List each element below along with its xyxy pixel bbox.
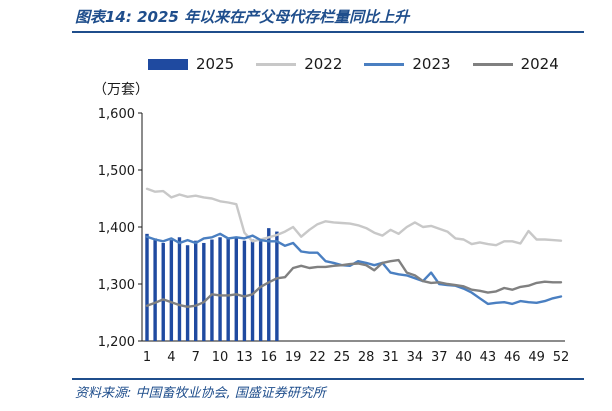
- y-tick-label-1400: 1,400: [98, 221, 135, 236]
- legend-swatch-2023: [364, 62, 405, 66]
- bar-2025-week-12: [234, 236, 238, 341]
- legend-item-2025: 2025: [148, 55, 234, 73]
- bar-2025-week-7: [194, 240, 198, 341]
- x-tick-label-10: 10: [212, 350, 229, 365]
- legend-label-2022: 2022: [304, 55, 343, 73]
- source-rule: [72, 378, 584, 380]
- x-tick-label-46: 46: [504, 350, 521, 365]
- x-tick-label-52: 52: [553, 350, 570, 365]
- legend-swatch-2025: [148, 58, 188, 70]
- source-note: 资料来源: 中国畜牧业协会, 国盛证券研究所: [75, 386, 326, 401]
- x-tick-label-25: 25: [334, 350, 351, 365]
- x-tick-label-22: 22: [309, 350, 326, 365]
- x-tick-label-19: 19: [285, 350, 302, 365]
- x-tick-label-28: 28: [358, 350, 375, 365]
- bar-2025-week-9: [210, 239, 214, 341]
- chart-legend: 2025 2022 2023 2024: [148, 55, 581, 73]
- x-tick-label-4: 4: [167, 350, 175, 365]
- x-tick-label-1: 1: [143, 350, 151, 365]
- bar-2025-week-5: [177, 237, 182, 341]
- legend-item-2023: 2023: [364, 55, 451, 73]
- x-tick-label-31: 31: [382, 350, 399, 365]
- bar-2025-week-6: [185, 245, 190, 341]
- legend-label-2023: 2023: [412, 55, 451, 73]
- legend-swatch-2024: [472, 62, 513, 66]
- legend-item-2024: 2024: [472, 55, 559, 73]
- bar-2025-week-14: [250, 239, 255, 341]
- y-tick-label-1500: 1,500: [98, 164, 135, 179]
- series-line-2024: [145, 258, 563, 308]
- figure-title: 图表14: 2025 年以来在产父母代存栏量同比上升: [75, 8, 410, 26]
- bar-2025-week-8: [202, 242, 206, 341]
- bar-2025-week-3: [161, 242, 165, 341]
- x-tick-label-13: 13: [236, 350, 253, 365]
- x-tick-label-34: 34: [407, 350, 424, 365]
- x-tick-label-43: 43: [480, 350, 497, 365]
- x-tick-label-40: 40: [455, 350, 472, 365]
- bar-2025-week-4: [169, 240, 174, 341]
- x-tick-label-37: 37: [431, 350, 448, 365]
- legend-label-2024: 2024: [520, 55, 559, 73]
- bar-2025-week-11: [226, 238, 230, 341]
- y-tick-label-1200: 1,200: [98, 335, 135, 350]
- bar-2025-week-1: [145, 233, 149, 341]
- x-tick-label-7: 7: [192, 350, 200, 365]
- x-tick-label-49: 49: [528, 350, 545, 365]
- y-tick-label-1300: 1,300: [98, 278, 135, 293]
- legend-item-2022: 2022: [256, 55, 342, 73]
- bar-2025-week-17: [275, 231, 279, 341]
- series-line-2022: [145, 187, 563, 247]
- bar-2025-week-13: [242, 240, 247, 341]
- y-axis-unit-label: （万套）: [93, 82, 149, 98]
- title-rule: [72, 31, 584, 33]
- bar-2025-week-2: [153, 238, 157, 341]
- bar-2025-week-10: [218, 237, 222, 341]
- bar-2025-week-16: [267, 228, 271, 341]
- bar-2025-week-15: [258, 241, 263, 341]
- legend-swatch-2022: [256, 62, 297, 66]
- x-tick-label-16: 16: [260, 350, 277, 365]
- y-tick-label-1600: 1,600: [98, 107, 135, 122]
- legend-label-2025: 2025: [196, 55, 235, 73]
